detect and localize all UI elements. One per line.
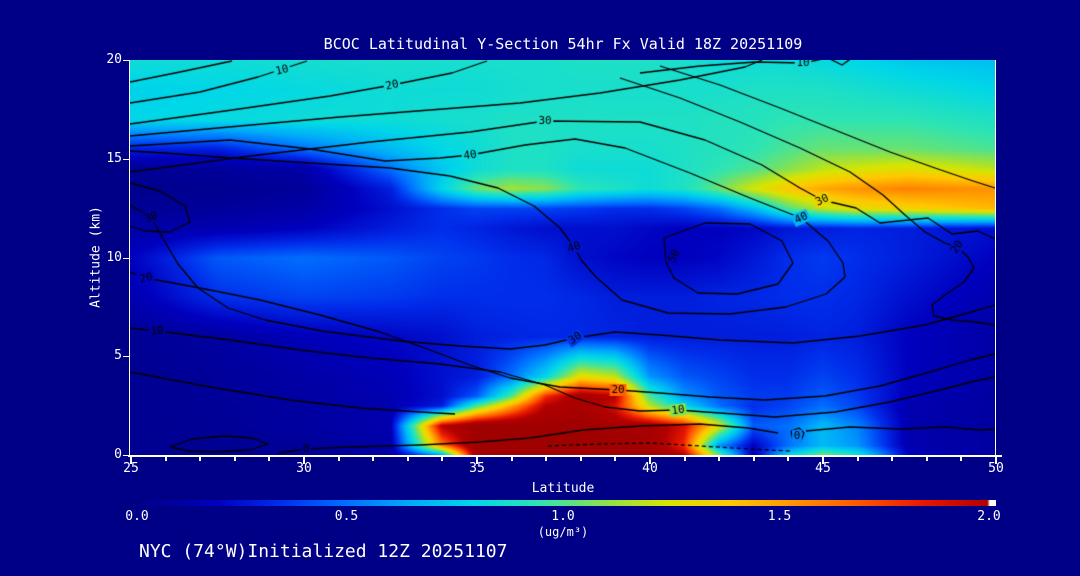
x-tick-label: 40 — [642, 461, 658, 476]
x-major-tick — [476, 457, 478, 464]
y-axis-label: Altitude (km) — [88, 206, 104, 308]
x-minor-tick — [752, 457, 755, 461]
y-tick-label: 0 — [114, 447, 122, 462]
colorbar-tick-label: 0.5 — [334, 509, 359, 524]
y-major-tick — [123, 455, 129, 456]
colorbar-units: (ug/m³) — [537, 525, 589, 539]
colorbar — [130, 500, 996, 506]
plot-right-border — [995, 60, 996, 456]
x-major-tick — [649, 457, 651, 464]
x-tick-label: 30 — [296, 461, 312, 476]
x-minor-tick — [579, 457, 582, 461]
y-tick-label: 20 — [106, 52, 122, 67]
x-minor-tick — [683, 457, 686, 461]
y-major-tick — [123, 257, 129, 259]
x-major-tick — [995, 457, 997, 464]
x-minor-tick — [268, 457, 271, 461]
x-minor-tick — [233, 457, 236, 461]
colorbar-tick-label: 1.5 — [767, 509, 792, 524]
colorbar-tick-label: 1.0 — [551, 509, 575, 524]
x-major-tick — [822, 457, 824, 464]
y-major-tick — [123, 356, 129, 358]
x-major-tick — [303, 457, 305, 464]
x-minor-tick — [199, 457, 202, 461]
x-axis-label: Latitude — [531, 481, 595, 496]
y-tick-label: 15 — [106, 150, 122, 166]
y-tick-label: 5 — [114, 348, 122, 364]
x-minor-tick — [372, 457, 375, 461]
x-minor-tick — [718, 457, 721, 461]
x-axis-line — [128, 455, 1002, 457]
x-tick-label: 50 — [988, 461, 1004, 476]
x-minor-tick — [960, 457, 963, 461]
y-tick-label: 10 — [106, 249, 122, 265]
x-major-tick — [130, 457, 132, 464]
x-minor-tick — [925, 457, 928, 461]
x-minor-tick — [510, 457, 513, 461]
x-minor-tick — [441, 457, 444, 461]
page-title: BCOC Latitudinal Y-Section 54hr Fx Valid… — [323, 35, 803, 53]
x-tick-label: 35 — [469, 461, 485, 476]
x-minor-tick — [614, 457, 617, 461]
x-minor-tick — [856, 457, 859, 461]
x-minor-tick — [787, 457, 790, 461]
colorbar-tick-label: 2.0 — [977, 509, 1001, 524]
x-minor-tick — [164, 457, 167, 461]
cross-section-plot — [130, 60, 996, 456]
colorbar-tick-label: 0.0 — [125, 509, 149, 524]
y-major-tick — [123, 158, 129, 160]
y-major-tick — [123, 60, 129, 61]
x-minor-tick — [337, 457, 340, 461]
footer-text: NYC (74°W)Initialized 12Z 20251107 — [139, 541, 508, 562]
x-tick-label: 45 — [815, 461, 831, 476]
x-minor-tick — [545, 457, 548, 461]
x-tick-label: 25 — [123, 461, 139, 476]
x-minor-tick — [891, 457, 894, 461]
y-axis-line — [129, 60, 130, 457]
x-minor-tick — [406, 457, 409, 461]
